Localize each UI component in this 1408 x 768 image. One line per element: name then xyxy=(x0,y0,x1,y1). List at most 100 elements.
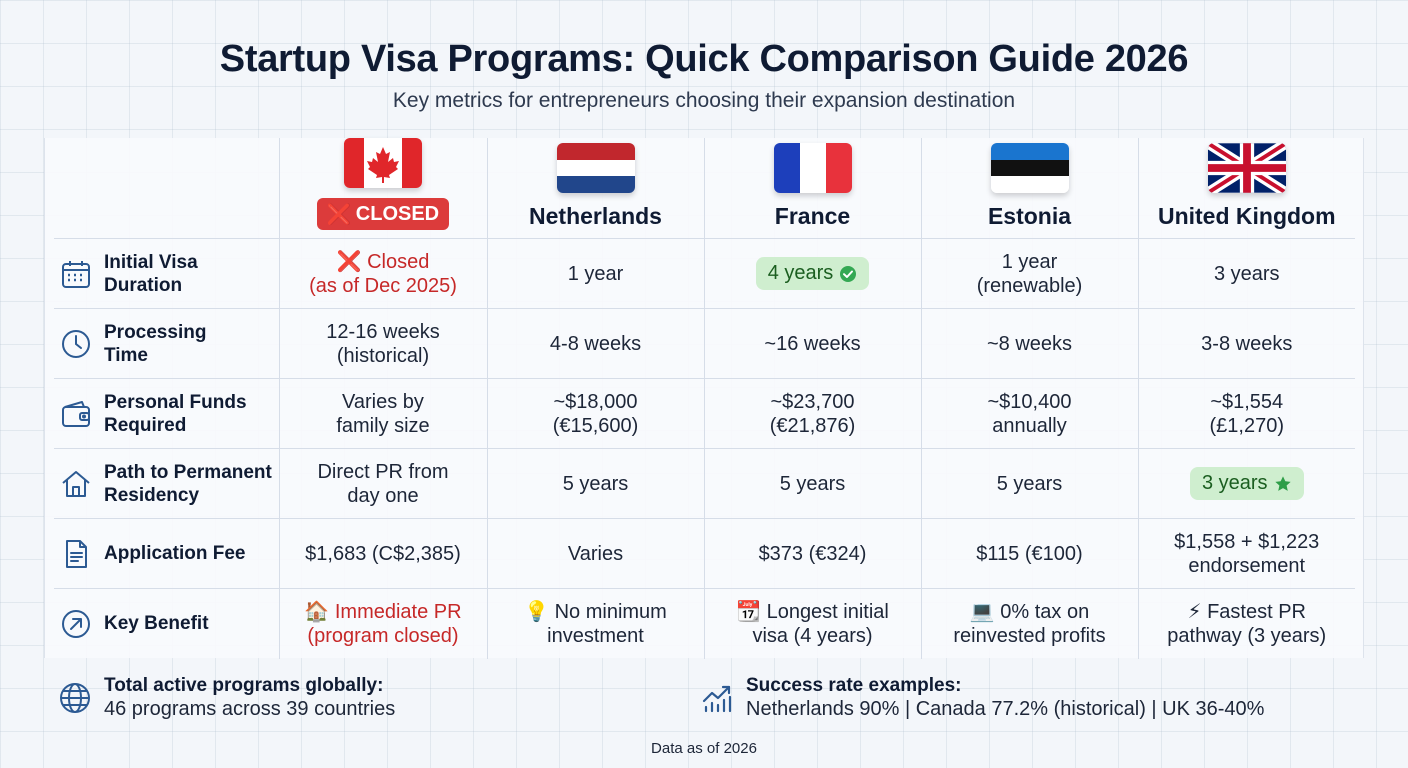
cell-canada: $1,683 (C$2,385) xyxy=(278,518,488,589)
country-header-estonia: Estonia xyxy=(920,138,1139,239)
arrow-up-right-icon xyxy=(60,608,92,640)
house-icon xyxy=(60,468,92,500)
cell-uk: ⚡ Fastest PR pathway (3 years) xyxy=(1137,588,1355,659)
cell-value: Varies xyxy=(567,542,624,565)
cell-value: 3 years xyxy=(1213,262,1280,285)
header-corner xyxy=(54,138,280,239)
row-header: Key Benefit xyxy=(54,588,280,659)
cell-estonia: 1 year (renewable) xyxy=(920,238,1139,309)
cell-value: 1 year xyxy=(567,262,624,285)
country-header-netherlands: Netherlands xyxy=(486,138,705,239)
country-name: Estonia xyxy=(987,203,1072,229)
cell-canada: Varies by family size xyxy=(278,378,488,449)
estonia-flag-icon xyxy=(990,143,1069,193)
uk-flag-icon xyxy=(1207,143,1286,193)
row-label: Processing Time xyxy=(104,321,207,366)
row-label: Key Benefit xyxy=(104,613,209,635)
cell-netherlands: 4-8 weeks xyxy=(486,308,705,379)
cell-france: 📆 Longest initial visa (4 years) xyxy=(703,588,922,659)
country-name: Netherlands xyxy=(529,203,662,229)
page-title: Startup Visa Programs: Quick Comparison … xyxy=(219,38,1189,80)
canada-flag-icon xyxy=(344,138,422,188)
highlight-pill: 3 years xyxy=(1189,467,1304,500)
check-badge-icon xyxy=(840,265,857,282)
cell-uk: 3 years xyxy=(1137,238,1355,309)
globe-icon xyxy=(58,681,92,715)
cell-france: $373 (€324) xyxy=(703,518,922,589)
cell-value: 1 year (renewable) xyxy=(976,250,1083,297)
cell-value: ~$1,554 (£1,270) xyxy=(1209,390,1285,437)
cell-uk: 3-8 weeks xyxy=(1137,308,1355,379)
footer-left-title: Total active programs globally: xyxy=(104,675,384,696)
cell-value: 3-8 weeks xyxy=(1201,332,1293,355)
country-header-france: France xyxy=(703,138,922,239)
closed-x-icon: ❌ xyxy=(326,202,352,226)
cell-value: 💡 No minimum investment xyxy=(524,600,667,647)
cell-uk: $1,558 + $1,223 endorsement xyxy=(1137,518,1355,589)
chart-trend-icon xyxy=(700,681,734,715)
country-header-row: ❌ CLOSED Netherlands xyxy=(54,138,1355,239)
cell-value: ~16 weeks xyxy=(764,332,861,355)
cell-canada: Direct PR from day one xyxy=(278,448,488,519)
cell-netherlands: 5 years xyxy=(486,448,705,519)
cell-value: 4-8 weeks xyxy=(549,332,642,355)
cell-netherlands: ~$18,000 (€15,600) xyxy=(486,378,705,449)
row-header: Initial Visa Duration xyxy=(54,238,280,309)
cell-value: ❌ Closed (as of Dec 2025) xyxy=(309,250,457,297)
cell-canada: 12-16 weeks (historical) xyxy=(278,308,488,379)
cell-value: $1,683 (C$2,385) xyxy=(305,542,461,565)
cell-estonia: 5 years xyxy=(920,448,1139,519)
table-row: Path to Permanent Residency Direct PR from… xyxy=(54,448,1355,519)
footer-right-title: Success rate examples: xyxy=(746,675,962,696)
footer-left-text: 46 programs across 39 countries xyxy=(104,698,396,720)
row-header: Application Fee xyxy=(54,518,280,589)
cell-value: 5 years xyxy=(562,472,629,495)
cell-netherlands: 💡 No minimum investment xyxy=(486,588,705,659)
cell-canada: 🏠 Immediate PR (program closed) xyxy=(278,588,488,659)
row-label: Initial Visa Duration xyxy=(104,251,198,296)
star-icon xyxy=(1274,475,1291,491)
cell-value: 5 years xyxy=(996,472,1063,495)
row-label: Application Fee xyxy=(104,543,246,564)
footer-right-text: Netherlands 90% | Canada 77.2% (historic… xyxy=(746,698,1265,720)
cell-france: 5 years xyxy=(703,448,922,519)
cell-value: 12-16 weeks (historical) xyxy=(326,320,440,367)
cell-netherlands: 1 year xyxy=(486,238,705,309)
cell-value: 📆 Longest initial visa (4 years) xyxy=(736,600,889,647)
cell-value: ~$18,000 (€15,600) xyxy=(552,390,639,437)
table-row: Processing Time 12-16 weeks (historical) 4-8… xyxy=(54,308,1355,379)
cell-value: $115 (€100) xyxy=(976,542,1083,565)
comparison-table: ❌ CLOSED Netherlands xyxy=(54,138,1355,659)
document-icon xyxy=(60,538,92,570)
country-header-canada: ❌ CLOSED xyxy=(278,138,488,239)
cell-value: ~$10,400 annually xyxy=(987,390,1072,437)
cell-france: ~16 weeks xyxy=(703,308,922,379)
cell-value: Direct PR from day one xyxy=(317,460,449,507)
calendar-icon xyxy=(60,258,92,290)
cell-uk: 3 years xyxy=(1137,448,1355,519)
data-note: Data as of 2026 xyxy=(651,740,757,757)
table-row: Key Benefit 🏠 Immediate PR (program closed… xyxy=(54,588,1355,659)
closed-badge: ❌ CLOSED xyxy=(316,198,450,230)
footer-success-rates: Success rate examples: Netherlands 90% |… xyxy=(700,674,1264,721)
netherlands-flag-icon xyxy=(556,143,635,193)
row-header: Personal Funds Required xyxy=(54,378,280,449)
page-subtitle: Key metrics for entrepreneurs choosing t… xyxy=(392,89,1016,112)
table-row: Personal Funds Required Varies by family si… xyxy=(54,378,1355,449)
footer-total-programs: Total active programs globally: 46 progr… xyxy=(58,674,395,721)
country-name: United Kingdom xyxy=(1157,203,1336,229)
cell-netherlands: Varies xyxy=(486,518,705,589)
row-header: Path to Permanent Residency xyxy=(54,448,280,519)
cell-estonia: 💻 0% tax on reinvested profits xyxy=(920,588,1139,659)
cell-value: ~$23,700 (€21,876) xyxy=(769,390,856,437)
country-name: France xyxy=(774,203,851,229)
cell-france: 4 years xyxy=(703,238,922,309)
cell-value: ~8 weeks xyxy=(986,332,1073,355)
france-flag-icon xyxy=(773,143,852,193)
cell-value: $1,558 + $1,223 endorsement xyxy=(1174,530,1320,577)
highlight-pill: 4 years xyxy=(755,257,870,290)
row-header: Processing Time xyxy=(54,308,280,379)
clock-icon xyxy=(60,328,92,360)
cell-canada: ❌ Closed (as of Dec 2025) xyxy=(278,238,488,309)
country-header-uk: United Kingdom xyxy=(1137,138,1355,239)
